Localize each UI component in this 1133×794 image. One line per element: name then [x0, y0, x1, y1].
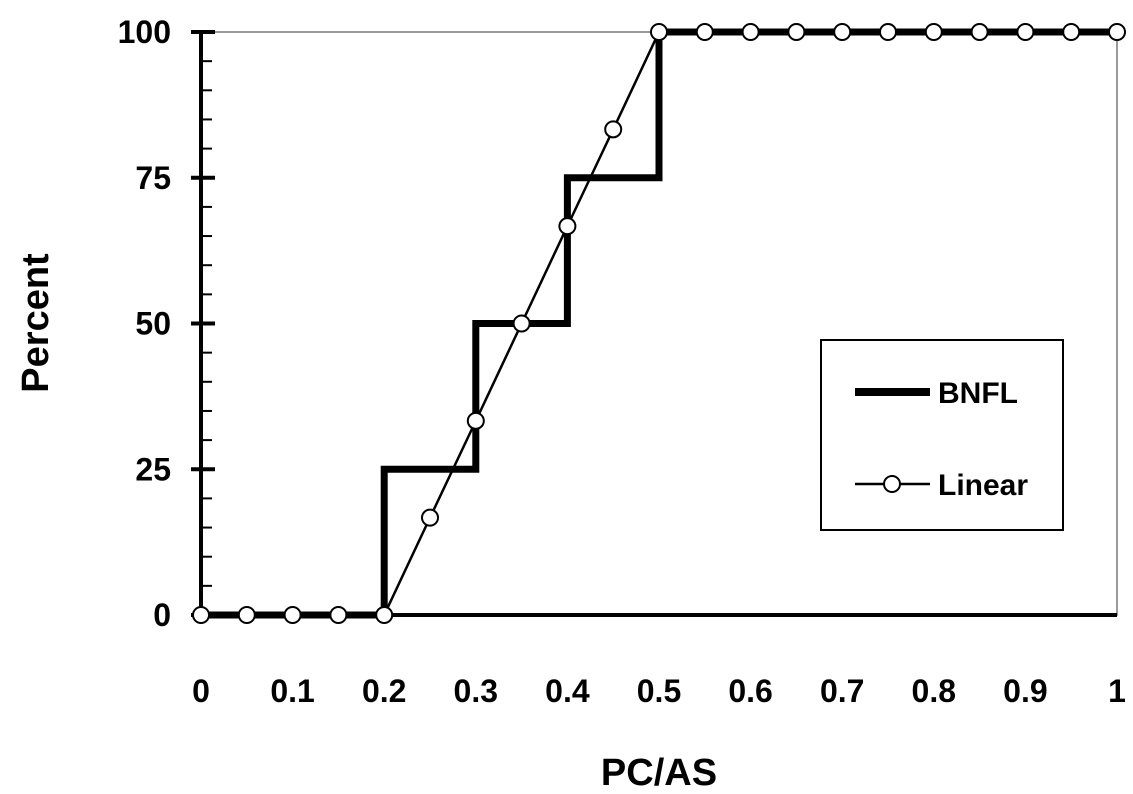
data-point-linear [1108, 23, 1126, 41]
data-point-linear [879, 23, 897, 41]
legend-label-bnfl: BNFL [938, 377, 1018, 410]
x-tick-label: 0.5 [637, 673, 681, 709]
x-axis-ticks: 0 0.1 0.2 0.3 0.4 0.5 0.6 0.7 0.8 0.9 1 [192, 673, 1126, 709]
data-point-linear [558, 217, 577, 236]
data-point-linear [1016, 23, 1035, 41]
x-tick-label: 0.6 [728, 673, 772, 709]
data-point-linear [1062, 23, 1081, 41]
data-point-linear [512, 314, 531, 333]
data-point-linear [650, 23, 668, 41]
x-tick-label: 0 [192, 673, 210, 709]
data-point-linear [970, 23, 989, 41]
y-tick-label: 25 [135, 451, 171, 487]
x-tick-label: 0.2 [362, 673, 406, 709]
x-tick-label: 0.4 [545, 673, 590, 709]
x-tick-label: 1 [1108, 673, 1126, 709]
y-axis-ticks: 0 25 50 75 100 [118, 14, 215, 633]
data-point-linear [924, 23, 943, 41]
y-tick-label: 100 [118, 14, 171, 50]
legend-label-linear: Linear [938, 469, 1028, 502]
x-axis-title: PC/AS [601, 752, 717, 794]
data-point-linear [833, 23, 852, 41]
x-tick-label: 0.7 [820, 673, 864, 709]
data-point-linear [695, 23, 714, 41]
y-axis-title: Percent [15, 253, 57, 393]
data-point-linear [741, 23, 760, 41]
y-tick-label: 0 [153, 597, 171, 633]
legend-box [820, 339, 1064, 531]
data-point-linear [421, 508, 439, 527]
x-tick-label: 0.8 [912, 673, 956, 709]
legend: BNFL Linear [820, 339, 1064, 531]
data-point-linear [237, 606, 256, 624]
x-tick-label: 0.3 [454, 673, 498, 709]
y-tick-label: 75 [135, 160, 171, 196]
series-layer [192, 23, 1126, 624]
legend-marker-linear [883, 475, 901, 493]
data-point-linear [604, 120, 623, 139]
data-point-linear [192, 606, 210, 624]
data-point-linear [329, 606, 348, 624]
x-tick-label: 0.1 [270, 673, 314, 709]
x-tick-label: 0.9 [1003, 673, 1047, 709]
data-point-linear [283, 606, 302, 624]
data-point-linear [375, 606, 394, 624]
data-point-linear [466, 411, 485, 430]
data-point-linear [787, 23, 806, 41]
y-tick-label: 50 [135, 306, 171, 342]
